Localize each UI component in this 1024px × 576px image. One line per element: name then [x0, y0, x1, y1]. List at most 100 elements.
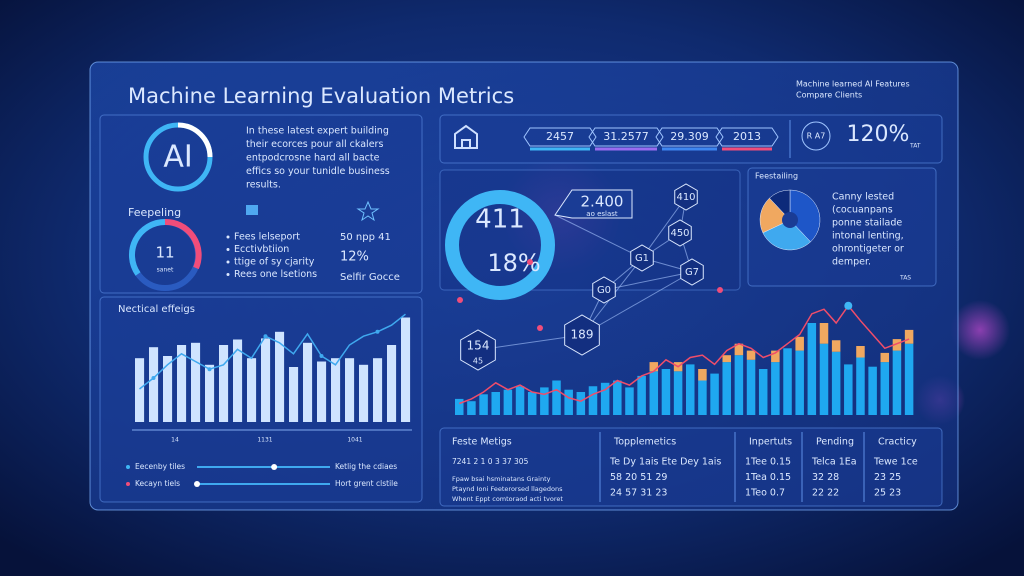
callout-note: ao eslast — [586, 210, 618, 218]
bar-top — [904, 329, 914, 344]
node-label: 189 — [571, 328, 594, 342]
title: Machine Learning Evaluation Metrics — [128, 84, 514, 108]
bar — [588, 386, 598, 415]
gauge-caption: sanet — [157, 267, 174, 274]
dot — [537, 325, 543, 331]
glow — [950, 300, 1010, 360]
dot — [527, 259, 533, 265]
pie-slice — [762, 219, 811, 251]
bar — [540, 387, 549, 415]
cell: Tewe 1ce — [873, 457, 918, 468]
panel — [439, 114, 943, 164]
kpi-value: 2013 — [733, 130, 761, 143]
pie-text: (cocuanpans — [832, 205, 893, 216]
node — [592, 276, 616, 304]
donut — [445, 190, 555, 300]
kpi-value: 31.2577 — [603, 130, 649, 143]
bar — [387, 345, 397, 422]
bar — [303, 342, 313, 422]
bar — [552, 380, 561, 415]
bar — [564, 389, 573, 415]
cell: 23 25 — [874, 472, 901, 483]
chart-title: Nectical effeigs — [118, 304, 195, 315]
bar — [600, 382, 610, 415]
col-header: Inpertuts — [749, 437, 792, 448]
col-header: Cracticy — [878, 437, 917, 448]
bar — [613, 380, 622, 415]
bar — [317, 361, 327, 422]
bar — [892, 350, 902, 415]
col-header: Topplemetics — [613, 437, 676, 448]
node-label: 154 — [467, 339, 490, 353]
bar — [261, 338, 271, 422]
cell: Telca 1Ea — [811, 457, 857, 468]
bar-top — [722, 355, 731, 363]
bullet — [226, 260, 230, 264]
cell: 24 57 31 23 — [610, 488, 667, 499]
bar-top — [698, 369, 707, 381]
kpi-pill — [523, 127, 597, 147]
panel — [99, 114, 423, 294]
bar — [722, 362, 731, 415]
x-label: 1131 — [257, 437, 272, 444]
bullet — [226, 273, 230, 276]
stat: 50 npp 41 — [340, 232, 391, 243]
pie-text: demper. — [832, 257, 871, 268]
kpi-value: 2457 — [546, 130, 574, 143]
kpi-badge: R A7 — [807, 132, 826, 141]
list-item: ttige of sy cjarity — [234, 257, 315, 268]
bar — [795, 350, 804, 415]
node-label: G0 — [597, 285, 611, 296]
bar — [746, 359, 756, 415]
bar-top — [649, 362, 659, 372]
pie-slice — [789, 189, 821, 243]
bar — [401, 317, 411, 422]
bar — [233, 339, 243, 422]
home-icon — [454, 124, 478, 149]
bar-top — [746, 350, 756, 360]
bar — [758, 369, 768, 415]
cell: 58 20 51 29 — [610, 472, 667, 483]
col-header: Feste Metigs — [452, 437, 512, 448]
slider-label: Eecenby tiles — [135, 462, 185, 471]
bar — [515, 386, 525, 415]
intro-line: In these latest expert building — [246, 126, 389, 137]
cell: 25 23 — [874, 488, 901, 499]
kpi-value: 29.309 — [670, 130, 709, 143]
cell: Te Dy 1ais Ete Dey 1ais — [609, 457, 721, 468]
dot — [717, 287, 723, 293]
edge — [603, 271, 693, 291]
bar — [149, 347, 159, 422]
bullet — [226, 235, 230, 239]
intro-line: their ecorces pour all ckalers — [246, 139, 383, 150]
list-item: Ecctivbtiion — [234, 244, 289, 255]
bar — [289, 367, 299, 422]
gauge-arc — [129, 219, 166, 276]
x-label: 1041 — [347, 437, 362, 444]
intro-line: effics so your tunidle business — [246, 166, 390, 177]
bar-top — [795, 336, 804, 351]
bar — [205, 364, 215, 422]
stat: 12% — [340, 250, 369, 265]
bar — [455, 398, 464, 415]
bar-top — [856, 346, 865, 358]
bar — [527, 392, 537, 415]
slider-label: Kecayn tiels — [135, 479, 180, 488]
node-label: G1 — [635, 253, 649, 264]
bar — [331, 358, 341, 422]
list-item: Rees one lsetions — [234, 269, 317, 280]
kpi-badge-ring — [801, 121, 831, 151]
node-label: 450 — [670, 228, 689, 239]
point — [375, 329, 380, 334]
bar — [191, 342, 201, 422]
bar-top — [734, 343, 744, 356]
point — [263, 334, 268, 339]
list-item: Fees lelseport — [234, 232, 300, 243]
cell: 32 28 — [812, 472, 839, 483]
bar — [503, 389, 513, 415]
bar — [649, 371, 659, 415]
bar — [163, 356, 173, 422]
bullet — [226, 248, 230, 251]
cell: 1Teo 0.7 — [745, 488, 785, 499]
bar — [844, 364, 853, 415]
